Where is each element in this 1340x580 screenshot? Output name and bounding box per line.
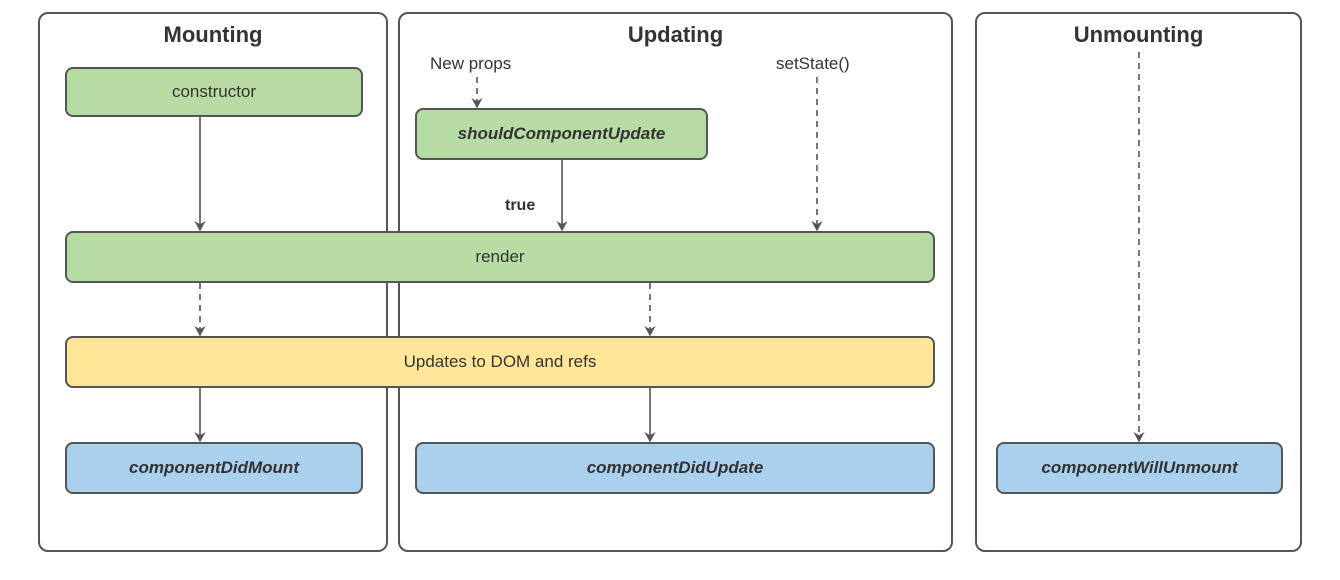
node-constructor: constructor — [65, 67, 363, 117]
node-component-will-unmount: componentWillUnmount — [996, 442, 1283, 494]
panel-title-updating: Updating — [400, 22, 951, 48]
node-should-component-update: shouldComponentUpdate — [415, 108, 708, 160]
node-component-did-mount: componentDidMount — [65, 442, 363, 494]
node-render-label: render — [475, 247, 524, 267]
node-component-did-update: componentDidUpdate — [415, 442, 935, 494]
node-cdm-label: componentDidMount — [129, 458, 299, 478]
node-dom-refs: Updates to DOM and refs — [65, 336, 935, 388]
panel-title-mounting: Mounting — [40, 22, 386, 48]
node-constructor-label: constructor — [172, 82, 256, 102]
node-scu-label: shouldComponentUpdate — [458, 124, 666, 144]
label-setstate: setState() — [776, 54, 850, 74]
node-cdu-label: componentDidUpdate — [587, 458, 764, 478]
node-cwu-label: componentWillUnmount — [1041, 458, 1237, 478]
node-render: render — [65, 231, 935, 283]
panel-title-unmounting: Unmounting — [977, 22, 1300, 48]
node-domrefs-label: Updates to DOM and refs — [404, 352, 597, 372]
label-true: true — [505, 197, 535, 215]
label-new-props: New props — [430, 54, 511, 74]
